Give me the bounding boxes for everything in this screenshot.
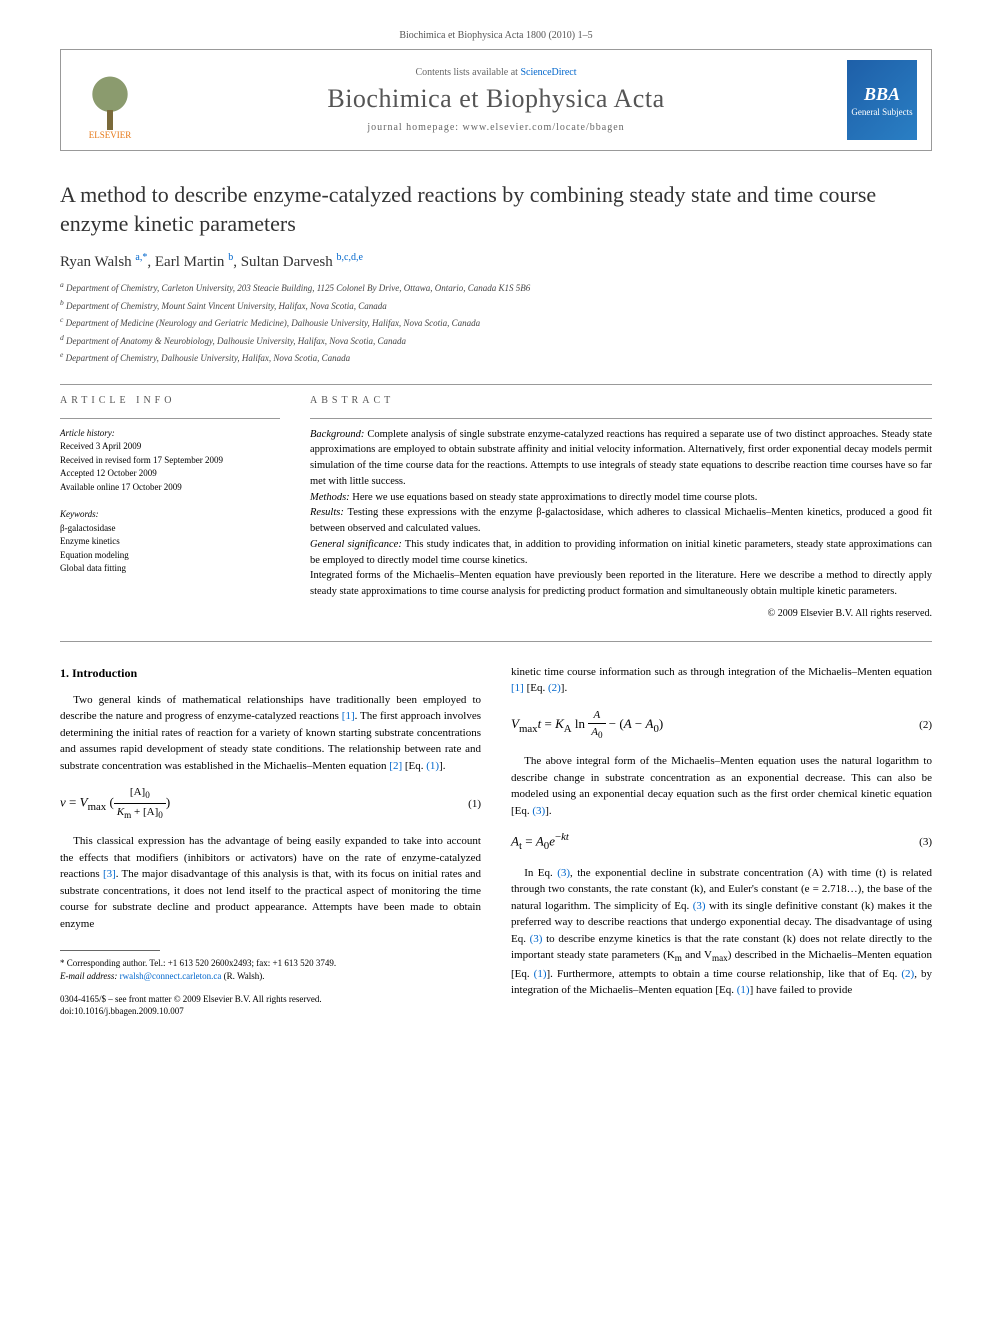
journal-header-box: ELSEVIER Contents lists available at Sci… (60, 49, 932, 151)
abstract-head: ABSTRACT (310, 393, 932, 408)
elsevier-logo: ELSEVIER (75, 60, 145, 140)
keyword: Equation modeling (60, 549, 280, 563)
bba-logo: BBA General Subjects (847, 60, 917, 140)
email-link[interactable]: rwalsh@connect.carleton.ca (120, 971, 222, 981)
paragraph: This classical expression has the advant… (60, 833, 481, 932)
sciencedirect-link[interactable]: ScienceDirect (520, 67, 576, 78)
issn-line: 0304-4165/$ – see front matter © 2009 El… (60, 993, 481, 1006)
header-center: Contents lists available at ScienceDirec… (145, 67, 847, 133)
elsevier-label: ELSEVIER (89, 130, 132, 140)
equation-ref[interactable]: (3) (693, 900, 706, 912)
article-info-head: ARTICLE INFO (60, 393, 280, 408)
paragraph: In Eq. (3), the exponential decline in s… (511, 865, 932, 999)
abstract-background: Background: Complete analysis of single … (310, 427, 932, 490)
equation-ref[interactable]: (1) (737, 984, 750, 996)
doi-line: doi:10.1016/j.bbagen.2009.10.007 (60, 1005, 481, 1018)
info-abstract-row: ARTICLE INFO Article history: Received 3… (60, 393, 932, 621)
homepage-url: www.elsevier.com/locate/bbagen (463, 122, 625, 133)
history-line: Accepted 12 October 2009 (60, 467, 280, 481)
affiliation-line: b Department of Chemistry, Mount Saint V… (60, 297, 932, 314)
abstract-significance: General significance: This study indicat… (310, 537, 932, 569)
equation-ref[interactable]: (2) (548, 682, 561, 694)
equation-ref[interactable]: (1) (534, 968, 547, 980)
paragraph: kinetic time course information such as … (511, 664, 932, 697)
history-line: Received in revised form 17 September 20… (60, 454, 280, 468)
equation-1-number: (1) (468, 796, 481, 813)
left-column: 1. Introduction Two general kinds of mat… (60, 664, 481, 1018)
keyword: Enzyme kinetics (60, 535, 280, 549)
article-info: ARTICLE INFO Article history: Received 3… (60, 393, 280, 621)
equation-3-number: (3) (919, 834, 932, 851)
affiliations: a Department of Chemistry, Carleton Univ… (60, 279, 932, 366)
abstract: ABSTRACT Background: Complete analysis o… (310, 393, 932, 621)
footnote-separator (60, 950, 160, 951)
elsevier-tree-icon (85, 75, 135, 130)
abstract-methods: Methods: Here we use equations based on … (310, 490, 932, 506)
equation-ref[interactable]: (3) (557, 867, 570, 879)
history-line: Received 3 April 2009 (60, 440, 280, 454)
body-columns: 1. Introduction Two general kinds of mat… (60, 664, 932, 1018)
equation-2: Vmaxt = KA ln AA0 − (A − A0) (2) (511, 707, 932, 743)
footnote: * Corresponding author. Tel.: +1 613 520… (60, 957, 481, 1017)
divider (310, 418, 932, 419)
citation-link[interactable]: [1] (511, 682, 524, 694)
history-lines: Received 3 April 2009Received in revised… (60, 440, 280, 494)
citation-link[interactable]: [1] (342, 710, 355, 722)
contents-line: Contents lists available at ScienceDirec… (145, 67, 847, 78)
running-head: Biochimica et Biophysica Acta 1800 (2010… (60, 30, 932, 41)
email-line: E-mail address: rwalsh@connect.carleton.… (60, 970, 481, 983)
history-line: Available online 17 October 2009 (60, 481, 280, 495)
equation-ref[interactable]: (3) (532, 805, 545, 817)
bba-sub: General Subjects (851, 107, 912, 117)
article-title: A method to describe enzyme-catalyzed re… (60, 181, 932, 238)
equation-ref[interactable]: (1) (426, 760, 439, 772)
equation-ref[interactable]: (2) (901, 968, 914, 980)
right-column: kinetic time course information such as … (511, 664, 932, 1018)
contents-prefix: Contents lists available at (415, 67, 520, 78)
affiliation-line: d Department of Anatomy & Neurobiology, … (60, 332, 932, 349)
affiliation-line: a Department of Chemistry, Carleton Univ… (60, 279, 932, 296)
equation-2-expr: Vmaxt = KA ln AA0 − (A − A0) (511, 707, 663, 743)
journal-title: Biochimica et Biophysica Acta (145, 84, 847, 114)
keywords-lines: β-galactosidaseEnzyme kineticsEquation m… (60, 522, 280, 576)
page: Biochimica et Biophysica Acta 1800 (2010… (0, 0, 992, 1048)
equation-ref[interactable]: (3) (530, 933, 543, 945)
paragraph: Two general kinds of mathematical relati… (60, 692, 481, 775)
affiliation-line: c Department of Medicine (Neurology and … (60, 314, 932, 331)
equation-1-expr: v = Vmax ([A]0Km + [A]0) (60, 784, 170, 823)
keyword: Global data fitting (60, 562, 280, 576)
keyword: β-galactosidase (60, 522, 280, 536)
divider (60, 384, 932, 385)
equation-2-number: (2) (919, 717, 932, 734)
abstract-copyright: © 2009 Elsevier B.V. All rights reserved… (310, 606, 932, 621)
paragraph: The above integral form of the Michaelis… (511, 753, 932, 819)
citation-link[interactable]: [3] (103, 868, 116, 880)
equation-3-expr: At = A0e−kt (511, 829, 569, 854)
divider (60, 641, 932, 642)
affiliation-line: e Department of Chemistry, Dalhousie Uni… (60, 349, 932, 366)
abstract-results: Results: Testing these expressions with … (310, 505, 932, 537)
authors: Ryan Walsh a,*, Earl Martin b, Sultan Da… (60, 252, 932, 271)
corresponding-author: * Corresponding author. Tel.: +1 613 520… (60, 957, 481, 970)
keywords-label: Keywords: (60, 508, 280, 522)
homepage-line: journal homepage: www.elsevier.com/locat… (145, 122, 847, 133)
abstract-extra: Integrated forms of the Michaelis–Menten… (310, 568, 932, 600)
citation-link[interactable]: [2] (389, 760, 402, 772)
history-label: Article history: (60, 427, 280, 441)
homepage-prefix: journal homepage: (367, 122, 462, 133)
equation-3: At = A0e−kt (3) (511, 829, 932, 854)
divider (60, 418, 280, 419)
section-1-title: 1. Introduction (60, 664, 481, 682)
equation-1: v = Vmax ([A]0Km + [A]0) (1) (60, 784, 481, 823)
bba-big: BBA (864, 84, 900, 105)
